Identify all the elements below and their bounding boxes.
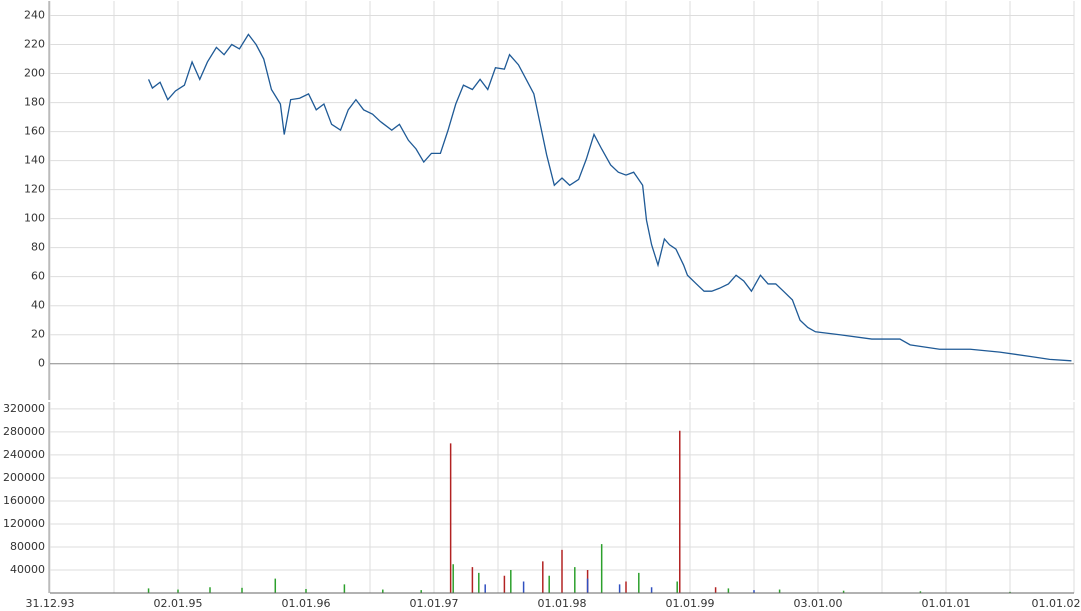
y-tick-label: 240 (24, 9, 45, 22)
x-tick-label: 03.01.00 (794, 597, 843, 610)
y-tick-label: 80000 (10, 540, 45, 553)
y-tick-label: 120000 (3, 517, 45, 530)
y-tick-label: 160000 (3, 494, 45, 507)
y-tick-label: 200 (24, 67, 45, 80)
x-tick-label: 31.12.93 (26, 597, 75, 610)
y-tick-label: 60 (31, 270, 45, 283)
y-tick-label: 120 (24, 183, 45, 196)
y-tick-label: 40000 (10, 563, 45, 576)
y-tick-label: 240000 (3, 448, 45, 461)
y-tick-label: 160 (24, 125, 45, 138)
x-tick-label: 01.01.97 (410, 597, 459, 610)
y-tick-label: 320000 (3, 402, 45, 415)
y-tick-label: 20 (31, 328, 45, 341)
y-tick-label: 180 (24, 96, 45, 109)
x-tick-label: 01.01.96 (282, 597, 331, 610)
y-tick-label: 200000 (3, 471, 45, 484)
y-tick-label: 40 (31, 299, 45, 312)
y-tick-label: 80 (31, 241, 45, 254)
x-tick-label: 02.01.95 (154, 597, 203, 610)
x-tick-label: 01.01.01 (922, 597, 971, 610)
x-tick-label: 01.01.99 (666, 597, 715, 610)
x-tick-label: 01.01.02 (1032, 597, 1081, 610)
y-tick-label: 280000 (3, 425, 45, 438)
x-tick-label: 01.01.98 (538, 597, 587, 610)
y-tick-label: 220 (24, 38, 45, 51)
y-tick-label: 0 (38, 357, 45, 370)
price-line (147, 33, 1072, 362)
y-tick-label: 140 (24, 154, 45, 167)
y-tick-label: 100 (24, 212, 45, 225)
